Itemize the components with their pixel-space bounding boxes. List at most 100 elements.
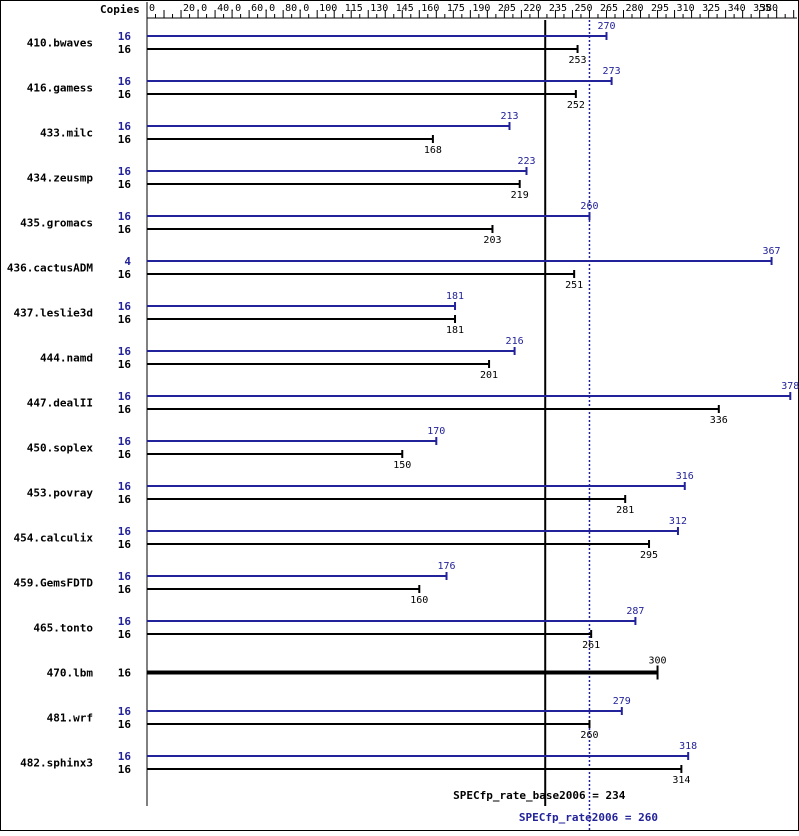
benchmark-name: 435.gromacs <box>20 217 93 230</box>
base-copies: 16 <box>118 667 132 680</box>
tick-label: 280 <box>626 3 644 14</box>
base-value-label: 314 <box>672 775 690 786</box>
benchmark-name: 470.lbm <box>47 667 94 680</box>
combined-value-label: 300 <box>649 656 667 667</box>
peak-value-label: 260 <box>580 201 598 212</box>
base-value-label: 251 <box>565 280 583 291</box>
peak-value-label: 273 <box>603 66 621 77</box>
peak-value-label: 213 <box>500 111 518 122</box>
peak-value-label: 312 <box>669 516 687 527</box>
tick-label: 160 <box>421 3 439 14</box>
base-copies: 16 <box>118 268 132 281</box>
tick-label: 355 <box>753 3 771 14</box>
tick-label: 205 <box>498 3 516 14</box>
base-copies: 16 <box>118 133 132 146</box>
base-copies: 16 <box>118 178 132 191</box>
peak-copies: 4 <box>124 255 131 268</box>
base-copies: 16 <box>118 313 132 326</box>
benchmark-name: 447.dealII <box>27 397 93 410</box>
peak-value-label: 318 <box>679 741 697 752</box>
tick-label: 325 <box>702 3 720 14</box>
base-copies: 16 <box>118 43 132 56</box>
peak-copies: 16 <box>118 210 132 223</box>
benchmark-name: 436.cactusADM <box>7 262 93 275</box>
tick-label: 175 <box>447 3 465 14</box>
benchmark-name: 433.milc <box>40 127 93 140</box>
base-value-label: 201 <box>480 370 498 381</box>
peak-copies: 16 <box>118 345 132 358</box>
peak-copies: 16 <box>118 615 132 628</box>
base-copies: 16 <box>118 718 132 731</box>
base-value-label: 281 <box>616 505 634 516</box>
peak-copies: 16 <box>118 480 132 493</box>
base-value-label: 295 <box>640 550 658 561</box>
base-summary-label: SPECfp_rate_base2006 = 234 <box>453 789 626 802</box>
base-copies: 16 <box>118 763 132 776</box>
benchmark-name: 453.povray <box>27 487 94 500</box>
benchmark-name: 444.namd <box>40 352 93 365</box>
benchmark-name: 410.bwaves <box>27 37 93 50</box>
peak-value-label: 170 <box>427 426 445 437</box>
benchmark-name: 465.tonto <box>33 622 93 635</box>
peak-value-label: 223 <box>517 156 535 167</box>
benchmark-name: 416.gamess <box>27 82 93 95</box>
base-copies: 16 <box>118 358 132 371</box>
peak-value-label: 316 <box>676 471 694 482</box>
peak-value-label: 270 <box>597 21 615 32</box>
base-value-label: 181 <box>446 325 464 336</box>
base-copies: 16 <box>118 628 132 641</box>
tick-label: 380 <box>760 3 778 14</box>
peak-value-label: 279 <box>613 696 631 707</box>
base-value-label: 160 <box>410 595 428 606</box>
tick-label: 0 <box>149 3 155 14</box>
axis-label: Copies <box>100 3 140 16</box>
base-value-label: 336 <box>710 415 728 426</box>
base-copies: 16 <box>118 223 132 236</box>
tick-label: 115 <box>345 3 363 14</box>
peak-copies: 16 <box>118 300 132 313</box>
tick-label: 220 <box>523 3 541 14</box>
peak-copies: 16 <box>118 390 132 403</box>
base-value-label: 261 <box>582 640 600 651</box>
benchmark-name: 434.zeusmp <box>27 172 94 185</box>
peak-copies: 16 <box>118 120 132 133</box>
benchmark-name: 481.wrf <box>47 712 93 725</box>
benchmark-name: 459.GemsFDTD <box>14 577 94 590</box>
tick-label: 250 <box>574 3 592 14</box>
peak-summary-label: SPECfp_rate2006 = 260 <box>519 811 658 824</box>
tick-label: 80.0 <box>285 3 309 14</box>
peak-copies: 16 <box>118 525 132 538</box>
tick-label: 20.0 <box>183 3 207 14</box>
base-value-label: 168 <box>424 145 442 156</box>
tick-label: 100 <box>319 3 337 14</box>
tick-label: 265 <box>600 3 618 14</box>
tick-label: 295 <box>651 3 669 14</box>
base-copies: 16 <box>118 448 132 461</box>
peak-value-label: 176 <box>437 561 455 572</box>
benchmark-name: 454.calculix <box>14 532 94 545</box>
tick-label: 190 <box>472 3 490 14</box>
peak-value-label: 367 <box>763 246 781 257</box>
base-value-label: 203 <box>483 235 501 246</box>
base-copies: 16 <box>118 88 132 101</box>
base-value-label: 252 <box>567 100 585 111</box>
tick-label: 310 <box>677 3 695 14</box>
tick-label: 340 <box>728 3 746 14</box>
peak-value-label: 287 <box>626 606 644 617</box>
benchmark-name: 437.leslie3d <box>14 307 93 320</box>
tick-label: 60.0 <box>251 3 275 14</box>
peak-copies: 16 <box>118 435 132 448</box>
base-value-label: 219 <box>511 190 529 201</box>
peak-copies: 16 <box>118 165 132 178</box>
benchmark-name: 482.sphinx3 <box>20 757 93 770</box>
base-value-label: 260 <box>580 730 598 741</box>
peak-copies: 16 <box>118 750 132 763</box>
base-copies: 16 <box>118 403 132 416</box>
tick-label: 130 <box>370 3 388 14</box>
base-copies: 16 <box>118 538 132 551</box>
tick-label: 145 <box>396 3 414 14</box>
base-copies: 16 <box>118 583 132 596</box>
tick-label: 40.0 <box>217 3 241 14</box>
